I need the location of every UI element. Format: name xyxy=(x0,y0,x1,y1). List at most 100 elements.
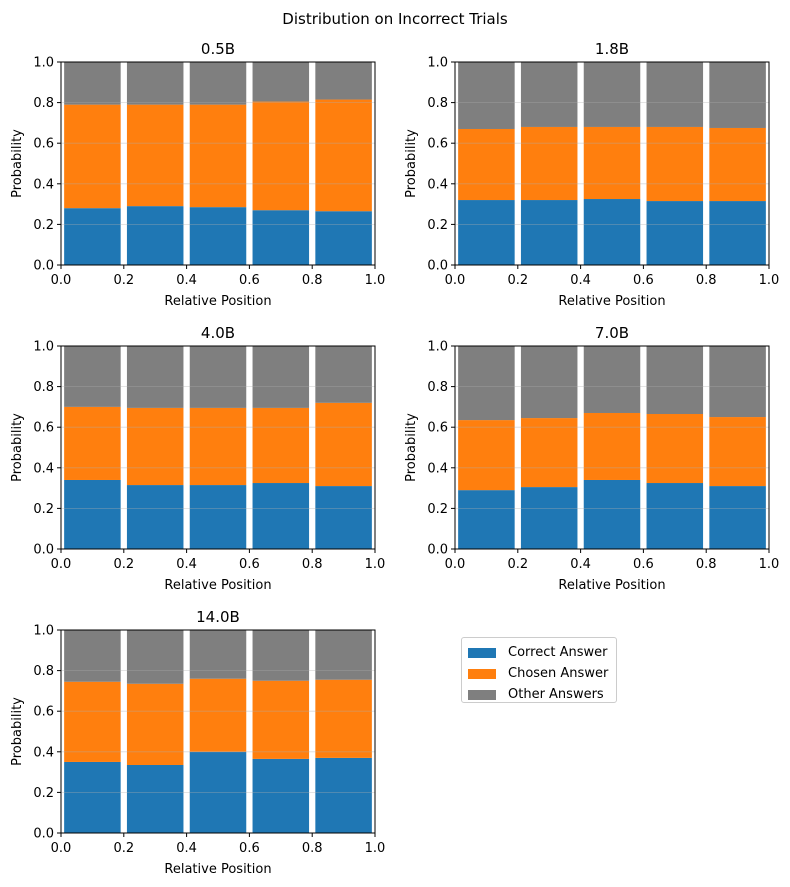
y-tick-label: 0.4 xyxy=(427,177,448,192)
x-tick-label: 0.4 xyxy=(176,273,197,288)
bar-correct-4 xyxy=(646,201,704,265)
y-tick-label: 0.6 xyxy=(427,421,448,436)
bar-chosen-5 xyxy=(709,417,766,487)
x-tick-label: 0.2 xyxy=(113,841,134,856)
x-tick-label: 1.0 xyxy=(759,557,780,572)
bar-chosen-2 xyxy=(126,104,184,207)
y-axis-label: Probability xyxy=(10,413,25,482)
y-tick-label: 0.0 xyxy=(33,827,54,842)
x-tick-label: 0.6 xyxy=(239,557,260,572)
x-tick-label: 0.0 xyxy=(445,557,466,572)
bar-correct-2 xyxy=(126,764,184,833)
panel-title: 4.0B xyxy=(201,324,235,342)
x-tick-label: 0.8 xyxy=(696,557,717,572)
bar-correct-3 xyxy=(189,207,247,265)
bar-chosen-5 xyxy=(315,679,372,758)
x-tick-label: 1.0 xyxy=(759,273,780,288)
bar-correct-1 xyxy=(64,761,121,833)
bar-other-5 xyxy=(709,62,766,128)
bar-chosen-1 xyxy=(458,420,515,491)
bar-chosen-4 xyxy=(646,126,704,202)
x-tick-label: 0.0 xyxy=(445,273,466,288)
bar-chosen-2 xyxy=(126,683,184,765)
y-tick-label: 0.4 xyxy=(427,461,448,476)
axes-frame xyxy=(60,345,376,550)
y-tick-label: 0.2 xyxy=(427,218,448,233)
y-axis-label: Probability xyxy=(404,413,419,482)
legend-label-chosen: Chosen Answer xyxy=(508,666,609,681)
bar-correct-2 xyxy=(520,200,578,265)
y-tick-label: 0.6 xyxy=(33,137,54,152)
panel-title: 7.0B xyxy=(595,324,629,342)
bar-chosen-4 xyxy=(646,414,704,484)
y-tick-label: 0.2 xyxy=(33,502,54,517)
bar-correct-1 xyxy=(458,200,515,265)
y-tick-label: 0.2 xyxy=(427,502,448,517)
bar-other-2 xyxy=(126,346,184,408)
bar-correct-1 xyxy=(64,479,121,549)
y-tick-label: 1.0 xyxy=(427,340,448,355)
legend-label-correct: Correct Answer xyxy=(508,645,608,660)
bar-correct-3 xyxy=(189,485,247,549)
bar-other-1 xyxy=(64,630,121,682)
y-tick-label: 0.0 xyxy=(427,543,448,558)
bar-correct-4 xyxy=(252,483,310,549)
bar-other-2 xyxy=(520,62,578,127)
bar-chosen-2 xyxy=(520,126,578,201)
bar-other-4 xyxy=(252,346,310,408)
y-tick-label: 1.0 xyxy=(33,340,54,355)
x-tick-label: 0.0 xyxy=(51,841,72,856)
y-tick-label: 0.8 xyxy=(427,96,448,111)
bar-chosen-5 xyxy=(709,127,766,202)
bar-other-3 xyxy=(583,346,641,413)
bar-correct-5 xyxy=(709,201,766,265)
x-tick-label: 0.8 xyxy=(302,557,323,572)
bar-other-3 xyxy=(189,346,247,408)
bar-other-5 xyxy=(709,346,766,418)
x-axis-label: Relative Position xyxy=(558,578,665,593)
y-tick-label: 0.8 xyxy=(33,664,54,679)
y-tick-label: 0.2 xyxy=(33,786,54,801)
x-tick-label: 0.6 xyxy=(633,557,654,572)
bar-correct-3 xyxy=(583,479,641,549)
bar-other-3 xyxy=(583,62,641,127)
bar-correct-2 xyxy=(126,485,184,549)
y-tick-label: 0.4 xyxy=(33,461,54,476)
bar-other-2 xyxy=(126,630,184,684)
axes-frame xyxy=(454,61,770,266)
y-tick-label: 0.8 xyxy=(33,96,54,111)
x-tick-label: 0.2 xyxy=(507,273,528,288)
legend-swatch-correct xyxy=(468,647,496,658)
bar-chosen-4 xyxy=(252,407,310,484)
legend-swatch-chosen xyxy=(468,668,496,679)
bar-other-2 xyxy=(520,346,578,419)
bar-correct-2 xyxy=(126,206,184,265)
x-tick-label: 0.6 xyxy=(633,273,654,288)
x-tick-label: 0.2 xyxy=(507,557,528,572)
bar-correct-1 xyxy=(64,208,121,265)
y-tick-label: 0.4 xyxy=(33,745,54,760)
bar-other-1 xyxy=(458,346,515,421)
bar-correct-5 xyxy=(315,757,372,833)
legend-item-chosen: Chosen Answer xyxy=(468,663,616,684)
bar-correct-4 xyxy=(646,483,704,549)
y-tick-label: 0.0 xyxy=(33,543,54,558)
bar-correct-5 xyxy=(315,211,372,265)
x-tick-label: 0.6 xyxy=(239,273,260,288)
bar-chosen-3 xyxy=(583,412,641,480)
chart-panel-1.8B: 0.0 0.2 0.4 0.6 0.8 1.0 0.0 0.2 0.4 0.6 0.8 1.0 1.8B… xyxy=(404,40,779,309)
bar-other-4 xyxy=(646,62,704,127)
legend-item-correct: Correct Answer xyxy=(468,642,616,663)
y-tick-label: 1.0 xyxy=(33,56,54,71)
bar-correct-4 xyxy=(252,210,310,265)
bar-chosen-1 xyxy=(64,681,121,762)
axes-frame xyxy=(60,61,376,266)
x-tick-label: 0.2 xyxy=(113,273,134,288)
x-axis-label: Relative Position xyxy=(164,294,271,309)
bar-chosen-3 xyxy=(189,104,247,208)
y-tick-label: 1.0 xyxy=(427,56,448,71)
bar-other-4 xyxy=(252,62,310,102)
x-axis-label: Relative Position xyxy=(558,294,665,309)
bar-other-4 xyxy=(252,630,310,681)
